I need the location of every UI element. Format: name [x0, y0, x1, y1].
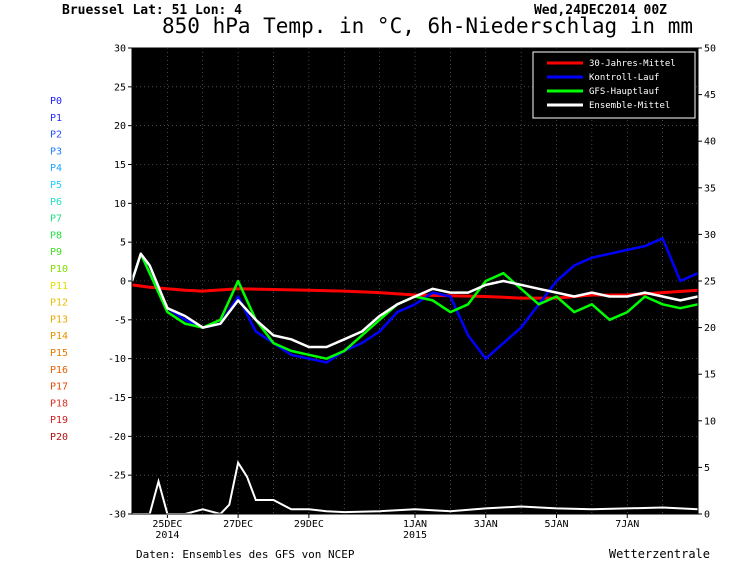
x-tick-label: 27DEC — [223, 519, 253, 530]
x-tick-label: 1JAN — [403, 519, 427, 530]
member-label-p14: P14 — [50, 331, 68, 342]
x-tick-label: 29DEC — [294, 519, 324, 530]
y-tick-label-right: 25 — [704, 277, 716, 288]
series-line-30-jahres-mittel — [131, 283, 699, 300]
y-tick-label-left: 15 — [114, 160, 126, 171]
y-tick-label-left: 0 — [120, 277, 126, 288]
legend-label: 30-Jahres-Mittel — [589, 59, 676, 69]
member-label-p15: P15 — [50, 348, 68, 359]
y-tick-label-right: 0 — [704, 510, 710, 521]
member-label-p11: P11 — [50, 281, 68, 292]
y-tick-label-left: -25 — [108, 471, 126, 482]
member-label-p12: P12 — [50, 298, 68, 309]
member-label-p10: P10 — [50, 264, 68, 275]
series-line-ensemble-mittel — [130, 252, 699, 349]
x-tick-year-label: 2015 — [403, 530, 427, 541]
legend-label: GFS-Hauptlauf — [589, 87, 659, 97]
y-tick-label-left: -5 — [114, 315, 126, 326]
y-tick-label-right: 5 — [704, 463, 710, 474]
member-label-p5: P5 — [50, 180, 62, 191]
chart-title: 850 hPa Temp. in °C, 6h-Niederschlag in … — [162, 14, 694, 38]
member-label-p1: P1 — [50, 113, 62, 124]
y-tick-label-left: 25 — [114, 82, 126, 93]
member-label-p18: P18 — [50, 398, 68, 409]
x-tick-label: 25DEC — [152, 519, 182, 530]
y-tick-label-right: 50 — [704, 44, 716, 55]
plot-frame — [131, 47, 699, 515]
y-tick-label-right: 10 — [704, 416, 716, 427]
brand-label: Wetterzentrale — [608, 547, 710, 561]
y-tick-label-left: -15 — [108, 393, 126, 404]
datetime-label: Wed,24DEC2014 00Z — [533, 3, 667, 18]
member-label-p8: P8 — [50, 230, 62, 241]
y-tick-label-right: 45 — [704, 90, 716, 101]
y-tick-label-right: 15 — [704, 370, 716, 381]
member-label-p6: P6 — [50, 197, 62, 208]
y-tick-label-left: 30 — [114, 44, 126, 55]
data-source-label: Daten: Ensembles des GFS von NCEP — [136, 548, 355, 561]
y-tick-label-right: 35 — [704, 183, 716, 194]
x-tick-label: 5JAN — [544, 519, 568, 530]
x-tick-label: 3JAN — [474, 519, 498, 530]
member-label-p4: P4 — [50, 163, 62, 174]
member-label-p16: P16 — [50, 365, 68, 376]
x-tick-label: 7JAN — [615, 519, 639, 530]
y-tick-label-left: -10 — [108, 354, 126, 365]
legend-label: Ensemble-Mittel — [589, 101, 670, 111]
member-label-p9: P9 — [50, 247, 62, 258]
x-tick-year-label: 2014 — [155, 530, 179, 541]
y-tick-label-left: -20 — [108, 432, 126, 443]
y-tick-label-left: 10 — [114, 199, 126, 210]
location-label: Bruessel Lat: 51 Lon: 4 — [62, 3, 243, 18]
y-tick-label-left: 5 — [120, 238, 126, 249]
y-tick-label-right: 40 — [704, 137, 716, 148]
member-label-p13: P13 — [50, 314, 68, 325]
y-tick-label-right: 30 — [704, 230, 716, 241]
member-label-p7: P7 — [50, 214, 62, 225]
member-label-p3: P3 — [50, 146, 62, 157]
legend-label: Kontroll-Lauf — [589, 73, 659, 83]
member-label-p17: P17 — [50, 382, 68, 393]
member-label-p19: P19 — [50, 415, 68, 426]
y-tick-label-left: 20 — [114, 121, 126, 132]
y-tick-label-left: -30 — [108, 510, 126, 521]
member-label-p20: P20 — [50, 432, 68, 443]
member-label-p0: P0 — [50, 96, 62, 107]
member-label-p2: P2 — [50, 130, 62, 141]
y-tick-label-right: 20 — [704, 323, 716, 334]
